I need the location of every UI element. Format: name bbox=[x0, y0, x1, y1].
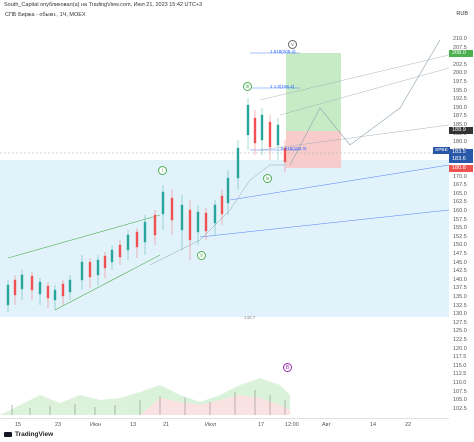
price-tick-label: 145.0 bbox=[453, 259, 467, 266]
price-tick-label: 127.5 bbox=[453, 319, 467, 326]
price-tick-label: 140.0 bbox=[453, 276, 467, 283]
time-tick-label: Июн bbox=[90, 422, 102, 428]
price-tick-label: 107.5 bbox=[453, 388, 467, 395]
price-tick-label: 147.5 bbox=[453, 251, 467, 257]
wave-label-iv: iv bbox=[263, 174, 272, 183]
price-tick-label: 200.0 bbox=[453, 70, 467, 77]
trend-line-upper bbox=[7, 214, 161, 259]
price-tick-label: 195.0 bbox=[453, 87, 467, 94]
wave-label-iii: iii bbox=[243, 82, 252, 91]
time-tick-label: 15 bbox=[15, 422, 22, 428]
time-tick-label: 12:00 bbox=[285, 422, 299, 428]
wave-label-b: B bbox=[283, 363, 292, 372]
price-tick-label: 160.0 bbox=[453, 208, 467, 214]
candles bbox=[6, 98, 287, 312]
gray-line-2 bbox=[259, 54, 450, 101]
price-tick-label: 110.0 bbox=[453, 380, 467, 386]
price-tick-label: 150.0 bbox=[453, 242, 467, 249]
symbol-legend[interactable]: СПБ Биржа - обыкн., 1Ч, MOEX bbox=[5, 12, 86, 18]
price-tick-label: 202.5 bbox=[453, 61, 467, 68]
price-tick-label: 130.0 bbox=[453, 311, 467, 318]
target-box bbox=[286, 53, 341, 131]
price-tick-label: 165.0 bbox=[453, 190, 467, 197]
stop-box bbox=[286, 131, 341, 168]
price-tick-label: 132.5 bbox=[453, 302, 467, 309]
price-tick-label: 192.5 bbox=[453, 96, 467, 103]
sub-current-tag: 183.6 bbox=[449, 156, 473, 163]
moving-average bbox=[149, 164, 285, 266]
time-tick-label: 13 bbox=[130, 422, 137, 428]
price-tick-label: 167.5 bbox=[453, 182, 467, 189]
range-high-tag: 188.9 bbox=[449, 127, 473, 134]
blue-line-1 bbox=[199, 209, 450, 238]
price-tick-label: 125.0 bbox=[453, 328, 467, 335]
price-tick-label: 117.5 bbox=[453, 354, 467, 361]
fib-label-0618: 0.618(184.0) bbox=[281, 146, 307, 151]
price-tick-label: 135.0 bbox=[453, 294, 467, 300]
current-price-tag: 183.5 bbox=[449, 149, 473, 156]
time-tick-label: 22 bbox=[405, 422, 412, 428]
price-tick-label: 115.0 bbox=[453, 362, 467, 369]
time-tick-label: 14 bbox=[370, 422, 377, 428]
price-tick-label: 197.5 bbox=[453, 79, 467, 85]
currency-label[interactable]: RUB bbox=[456, 11, 468, 17]
price-tick-label: 120.0 bbox=[453, 345, 467, 352]
wave-label-ii: ii bbox=[197, 251, 206, 260]
price-tick-label: 162.5 bbox=[453, 199, 467, 206]
price-tick-label: 170.0 bbox=[453, 173, 467, 180]
gray-line-3 bbox=[279, 67, 450, 116]
price-axis[interactable]: 210.0207.5205.0202.5200.0197.5195.0192.5… bbox=[449, 0, 474, 442]
price-tick-label: 185.0 bbox=[453, 122, 467, 128]
price-tick-label: 155.0 bbox=[453, 225, 467, 232]
time-tick-label: Авг bbox=[322, 422, 331, 428]
publish-header: South_Capital опубликовал(а) на TradingV… bbox=[4, 2, 203, 8]
blue-line-2 bbox=[229, 164, 450, 201]
tradingview-logo-icon bbox=[4, 432, 12, 437]
price-tick-label: 207.5 bbox=[453, 44, 467, 51]
time-axis[interactable] bbox=[0, 418, 449, 431]
time-tick-label: Июл bbox=[205, 422, 217, 428]
price-tick-label: 157.5 bbox=[453, 216, 467, 223]
fib-label-1618: 1.618(208.4) bbox=[270, 49, 296, 54]
price-tick-label: 142.5 bbox=[453, 268, 467, 275]
support-zone bbox=[0, 160, 449, 317]
time-tick-label: 23 bbox=[55, 422, 62, 428]
footer-brand[interactable]: TradingView bbox=[4, 431, 53, 438]
price-tick-label: 210.0 bbox=[453, 36, 467, 42]
price-tick-label: 102.5 bbox=[453, 405, 467, 412]
price-tick-label: 152.5 bbox=[453, 233, 467, 240]
fib-label-1: 1 1.0(196.4) bbox=[270, 84, 295, 89]
trend-line-lower bbox=[54, 254, 161, 311]
target-price-tag: 208.0 bbox=[449, 50, 473, 57]
price-tick-label: 112.5 bbox=[453, 371, 467, 378]
price-tick-label: 190.0 bbox=[453, 104, 467, 111]
volume-bars bbox=[11, 390, 286, 415]
symbol-tag: SPBE bbox=[433, 147, 450, 154]
price-tick-label: 105.0 bbox=[453, 397, 467, 404]
price-tick-label: 122.5 bbox=[453, 337, 467, 343]
wave-label-v: v bbox=[288, 40, 297, 49]
stop-price-tag: 180.8 bbox=[449, 165, 473, 172]
gray-line-1 bbox=[259, 124, 450, 151]
price-tick-label: 137.5 bbox=[453, 285, 467, 292]
time-tick-label: 17 bbox=[258, 422, 265, 428]
level-label: 140.7 bbox=[244, 315, 256, 320]
price-tick-label: 180.0 bbox=[453, 139, 467, 146]
price-tick-label: 187.5 bbox=[453, 113, 467, 120]
time-tick-label: 21 bbox=[163, 422, 170, 428]
volume-area bbox=[0, 378, 290, 415]
brand-name: TradingView bbox=[15, 431, 54, 438]
wave-label-i: i bbox=[158, 166, 167, 175]
projection-path bbox=[289, 39, 441, 166]
